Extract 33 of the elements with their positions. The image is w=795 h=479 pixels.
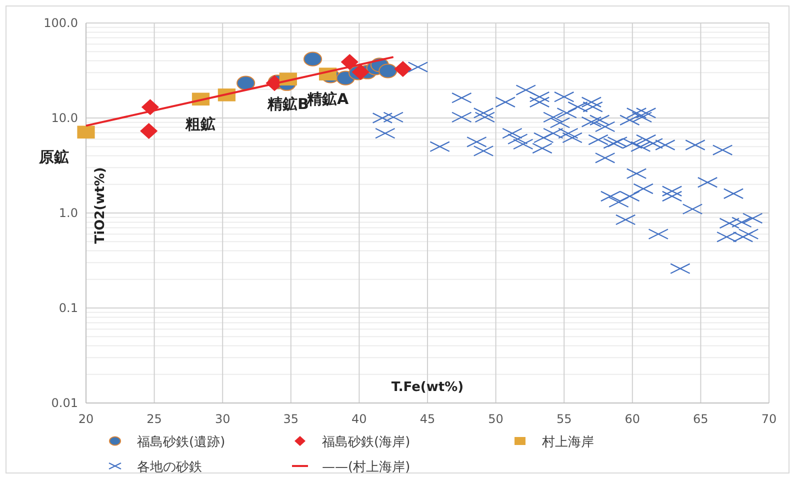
x-axis-title: T.Fe(wt%) — [391, 380, 464, 395]
legend-label: ——(村上海岸) — [322, 460, 410, 475]
point — [378, 64, 398, 78]
y-tick-label: 0.01 — [51, 396, 78, 410]
x-tick-label: 50 — [488, 412, 504, 426]
x-tick-label: 60 — [624, 412, 640, 426]
point — [140, 122, 158, 139]
x-tick-label: 30 — [214, 412, 230, 426]
y-tick-label: 1.0 — [58, 206, 78, 220]
y-tick-label: 0.1 — [58, 301, 78, 315]
x-tick-label: 45 — [420, 412, 436, 426]
x-tick-label: 25 — [146, 412, 162, 426]
y-tick-label: 100.0 — [44, 16, 78, 30]
point — [77, 126, 95, 139]
x-tick-label: 40 — [352, 412, 367, 426]
legend-label: 福島砂鉄(海岸) — [322, 435, 410, 450]
x-tick-label: 35 — [283, 412, 299, 426]
x-tick-label: 55 — [556, 412, 572, 426]
y-tick-label: 10.0 — [51, 111, 78, 125]
x-tick-label: 65 — [693, 412, 708, 426]
point — [394, 60, 412, 77]
y-axis-title: TiO2(wt%) — [93, 167, 108, 244]
point — [352, 64, 370, 80]
annotation: 原鉱 — [38, 148, 69, 166]
x-tick-label: 70 — [761, 412, 777, 426]
annotation: 粗鉱 — [184, 115, 216, 134]
legend-label: 福島砂鉄(遺跡) — [137, 435, 226, 450]
legend-label: 村上海岸 — [541, 435, 594, 450]
x-tick-label: 20 — [78, 412, 94, 426]
legend-label: 各地の砂鉄 — [137, 460, 202, 475]
annotation: 精鉱B — [266, 95, 309, 114]
point — [303, 52, 322, 66]
point — [236, 76, 256, 90]
